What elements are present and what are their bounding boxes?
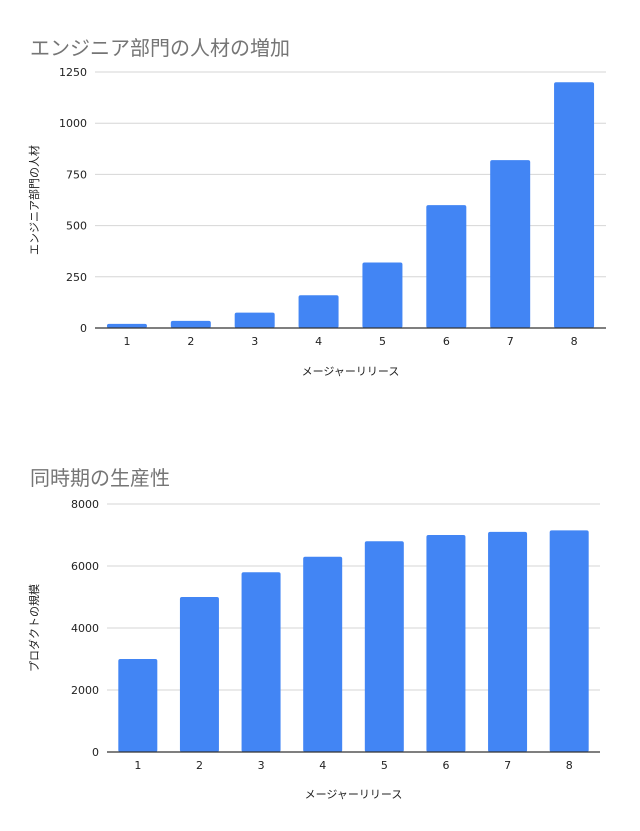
x-tick-label: 4 <box>315 335 322 348</box>
chart-title: 同時期の生産性 <box>30 466 170 490</box>
bar <box>362 262 403 328</box>
x-tick-label: 7 <box>504 759 511 772</box>
y-tick-label: 1000 <box>59 117 87 130</box>
y-tick-label: 0 <box>92 746 99 759</box>
y-tick-label: 250 <box>66 271 87 284</box>
bar <box>426 535 466 752</box>
bar <box>234 312 275 328</box>
bar <box>118 659 158 752</box>
x-tick-label: 4 <box>319 759 326 772</box>
productivity-bar-chart: 0 2000 4000 6000 8000 1 2 3 4 5 6 7 8 メージャーリリース プロダクトの… <box>27 498 600 801</box>
bar <box>106 323 147 328</box>
headcount-bar-chart: 0 250 500 750 1000 1250 1 2 3 4 5 6 7 8 メージャーリリース エンジニア… <box>27 66 606 378</box>
bar <box>241 572 281 752</box>
x-axis-title: メージャーリリース <box>302 365 400 378</box>
x-tick-label: 6 <box>443 335 450 348</box>
bar <box>426 205 467 328</box>
bar <box>364 541 404 752</box>
y-axis-title: エンジニア部門の人材 <box>27 145 41 255</box>
y-tick-label: 6000 <box>71 560 99 573</box>
bar <box>549 530 589 752</box>
x-axis-title: メージャーリリース <box>305 788 403 801</box>
x-tick-label: 3 <box>258 759 265 772</box>
bar <box>490 160 531 328</box>
x-tick-label: 8 <box>566 759 573 772</box>
y-tick-label: 0 <box>80 322 87 335</box>
x-tick-label: 7 <box>507 335 514 348</box>
headcount-chart: エンジニア部門の人材の増加 0 250 500 750 1000 1250 1 2 3 4 5 6 7 8… <box>0 0 640 400</box>
y-tick-label: 2000 <box>71 684 99 697</box>
bar <box>303 556 343 752</box>
x-tick-label: 1 <box>123 335 130 348</box>
bar <box>298 295 339 328</box>
y-tick-label: 1250 <box>59 66 87 79</box>
x-tick-label: 8 <box>571 335 578 348</box>
x-tick-label: 5 <box>381 759 388 772</box>
bar <box>554 82 595 329</box>
productivity-chart: 同時期の生産性 0 2000 4000 6000 8000 1 2 3 4 5 6 7 8 メージャーリリ… <box>0 400 640 831</box>
x-tick-label: 2 <box>187 335 194 348</box>
y-tick-label: 750 <box>66 168 87 181</box>
bar <box>488 531 528 752</box>
x-tick-label: 1 <box>134 759 141 772</box>
bar <box>179 597 219 752</box>
x-tick-label: 3 <box>251 335 258 348</box>
y-axis-title: プロダクトの規模 <box>27 584 41 672</box>
x-tick-label: 2 <box>196 759 203 772</box>
y-tick-label: 8000 <box>71 498 99 511</box>
x-tick-label: 6 <box>442 759 449 772</box>
bar <box>170 320 211 328</box>
y-tick-label: 500 <box>66 220 87 233</box>
x-tick-label: 5 <box>379 335 386 348</box>
y-tick-label: 4000 <box>71 622 99 635</box>
chart-title: エンジニア部門の人材の増加 <box>30 36 290 60</box>
